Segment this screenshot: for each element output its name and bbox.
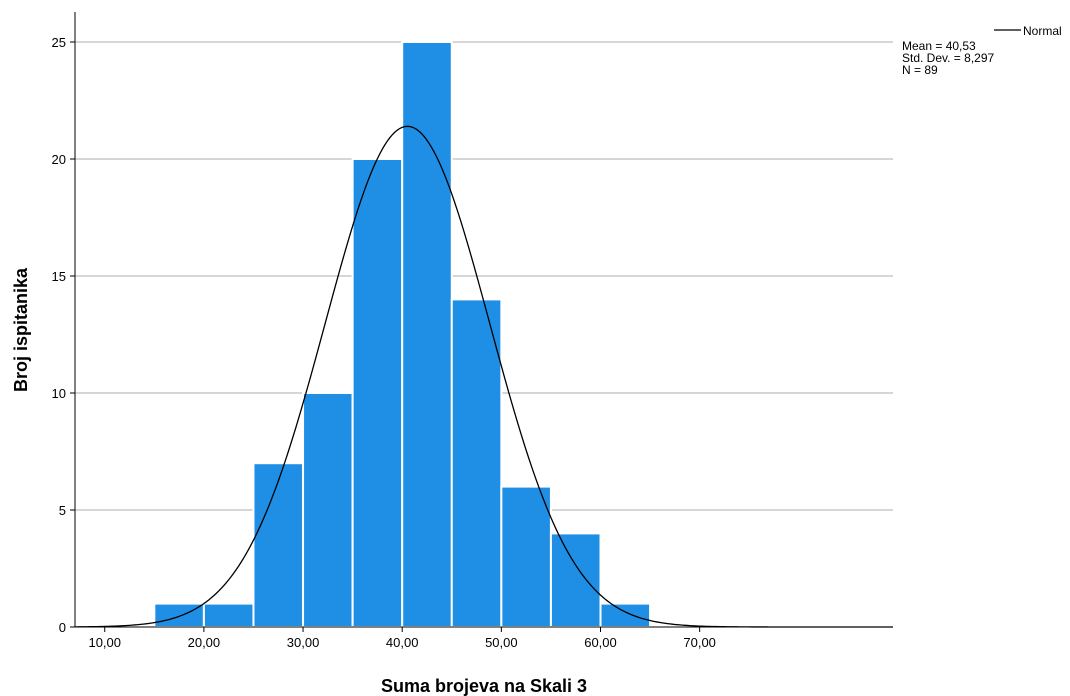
x-axis-ticks: 10,00 20,00 30,00 40,00 50,00 60,00 70,00	[88, 627, 716, 650]
gridlines	[75, 41, 893, 511]
histogram-bar	[500, 485, 552, 628]
x-tick-label: 30,00	[287, 635, 320, 650]
legend-mean: Mean = 40,53	[902, 39, 976, 53]
y-tick-label: 20	[52, 152, 66, 167]
x-tick-label: 60,00	[584, 635, 617, 650]
y-tick-label: 15	[52, 269, 66, 284]
y-tick-label: 0	[59, 620, 66, 635]
x-axis-title: Suma brojeva na Skali 3	[381, 676, 587, 696]
histogram-bar	[549, 532, 602, 629]
x-tick-label: 70,00	[683, 635, 716, 650]
legend: Normal Mean = 40,53 Std. Dev. = 8,297 N …	[902, 24, 1062, 77]
histogram-bar	[351, 158, 404, 628]
x-tick-label: 10,00	[88, 635, 121, 650]
x-tick-label: 20,00	[188, 635, 221, 650]
histogram-bar	[202, 602, 255, 628]
histogram-bar	[252, 462, 305, 629]
y-axis-ticks: 0 5 10 15 20 25	[52, 35, 75, 635]
histogram-bar	[153, 602, 205, 628]
y-tick-label: 5	[59, 503, 66, 518]
y-tick-label: 10	[52, 386, 66, 401]
legend-normal-label: Normal	[1023, 24, 1062, 38]
y-axis-title: Broj ispitanika	[11, 267, 31, 392]
histogram-bar	[450, 298, 503, 628]
histogram-bar	[599, 602, 652, 628]
legend-std-dev: Std. Dev. = 8,297	[902, 51, 994, 65]
x-tick-label: 40,00	[386, 635, 419, 650]
histogram-bars	[153, 41, 652, 629]
x-tick-label: 50,00	[485, 635, 518, 650]
legend-n: N = 89	[902, 63, 938, 77]
axes	[74, 12, 893, 628]
histogram-bar	[401, 41, 453, 628]
histogram-bar	[302, 392, 354, 628]
y-tick-label: 25	[52, 35, 66, 50]
